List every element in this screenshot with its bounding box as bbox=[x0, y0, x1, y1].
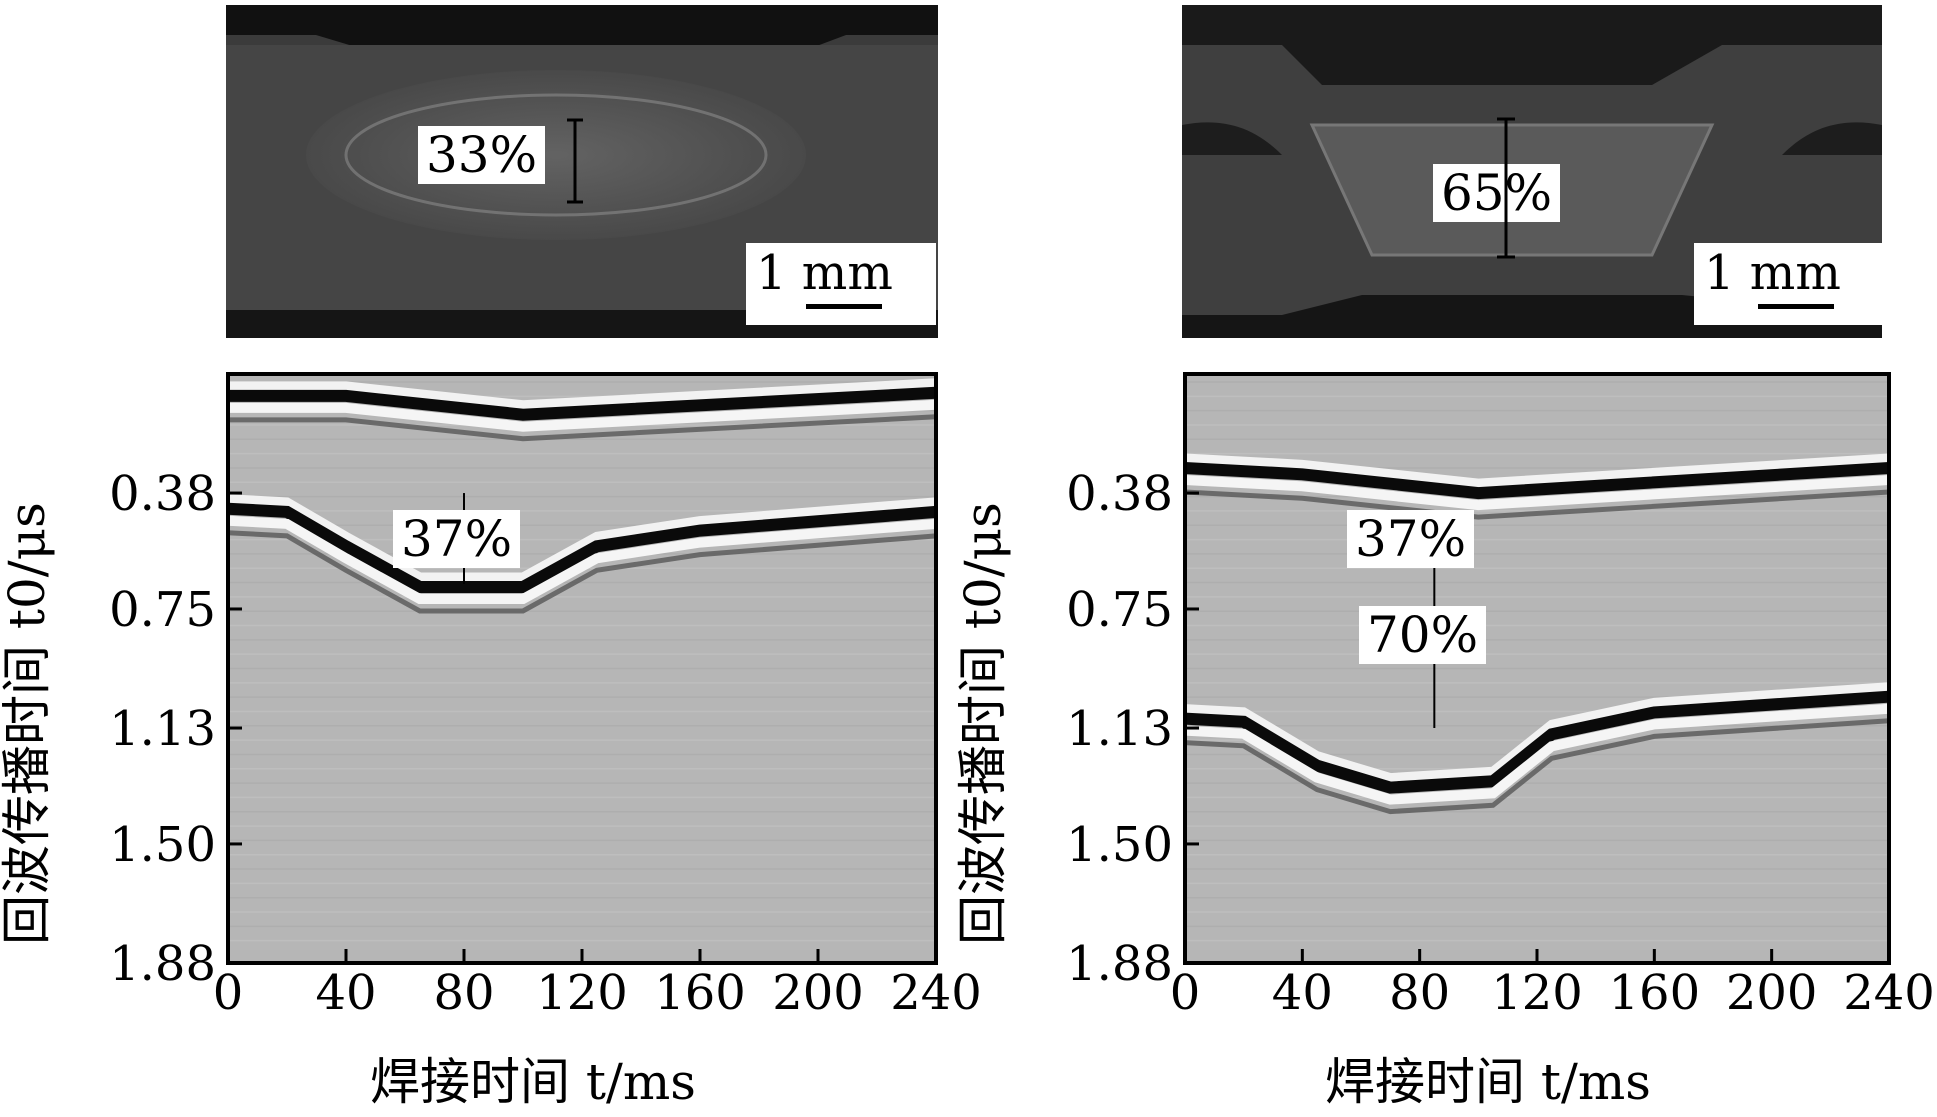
chart-left-xtick-label: 40 bbox=[315, 965, 376, 1021]
chart-left-frame bbox=[226, 372, 938, 965]
chart-left-xtick-label: 240 bbox=[890, 965, 982, 1021]
chart-right-xtick-label: 80 bbox=[1389, 965, 1450, 1021]
chart-right-xtick-label: 240 bbox=[1843, 965, 1935, 1021]
weld-photo-right-range-marker bbox=[1497, 117, 1515, 259]
chart-right-xlabel: 焊接时间 t/ms bbox=[1325, 1053, 1651, 1111]
weld-photo-left-percent: 33% bbox=[418, 126, 546, 184]
chart-right-xtick-label: 40 bbox=[1272, 965, 1333, 1021]
chart-right-annotation-37: 37% bbox=[1347, 510, 1475, 568]
chart-left-ytick-label: 1.88 bbox=[109, 936, 216, 992]
chart-left-top-interface-dark2 bbox=[228, 414, 937, 442]
chart-right-xtick-label: 200 bbox=[1726, 965, 1818, 1021]
chart-right-ytick-label: 0.75 bbox=[1066, 582, 1173, 638]
chart-right-bottom-interface-light2 bbox=[1184, 703, 1890, 805]
chart-left-ylabel: 回波传播时间 t0/μs bbox=[0, 502, 56, 945]
chart-left-annotation-37: 37% bbox=[393, 510, 521, 568]
chart-left-bottom-interface-light2 bbox=[227, 515, 937, 604]
chart-left-bottom-interface-dark bbox=[227, 502, 937, 593]
weld-photo-left-range-marker bbox=[567, 118, 583, 204]
chart-left-top-interface-dark bbox=[228, 386, 937, 421]
weld-photo-right-scale-text: 1 mm bbox=[1704, 245, 1841, 301]
chart-right-frame bbox=[1183, 372, 1891, 965]
weld-photo-left bbox=[226, 5, 938, 338]
chart-right-plot-bg bbox=[1185, 374, 1889, 963]
chart-right-ytick-label: 0.38 bbox=[1066, 466, 1173, 522]
chart-left-bottom-interface-light bbox=[227, 494, 937, 582]
chart-right-top-interface-dark2 bbox=[1184, 489, 1890, 520]
chart-right-bottom-interface-dark bbox=[1184, 690, 1890, 794]
chart-right-top-interface-dark bbox=[1184, 462, 1890, 500]
chart-right-xtick-label: 0 bbox=[1170, 965, 1201, 1021]
chart-right-bottom-interface-dark2 bbox=[1184, 718, 1890, 815]
chart-right-bottom-interface-light bbox=[1184, 682, 1890, 783]
chart-right-top-interface-light2 bbox=[1184, 475, 1890, 511]
chart-left-bottom-interface-dark2 bbox=[227, 530, 937, 614]
weld-photo-left-image bbox=[226, 5, 938, 338]
chart-left-xtick-label: 200 bbox=[772, 965, 864, 1021]
chart-left-top-interface-light2 bbox=[228, 399, 937, 432]
chart-left-ytick-label: 0.38 bbox=[109, 466, 216, 522]
weld-photo-left-scale-text: 1 mm bbox=[756, 245, 893, 301]
chart-right-ytick-label: 1.13 bbox=[1066, 701, 1173, 757]
chart-right-xtick-label: 160 bbox=[1609, 965, 1701, 1021]
weld-photo-right-scale: 1 mm bbox=[1694, 243, 1884, 325]
chart-right-annotation-70: 70% bbox=[1359, 606, 1487, 664]
weld-photo-right-percent: 65% bbox=[1433, 164, 1561, 222]
chart-right-ylabel: 回波传播时间 t0/μs bbox=[954, 502, 1012, 945]
weld-photo-left-scale: 1 mm bbox=[746, 243, 936, 325]
chart-left-xtick-label: 80 bbox=[433, 965, 494, 1021]
chart-left-ytick-label: 1.13 bbox=[109, 701, 216, 757]
chart-left-xtick-label: 0 bbox=[213, 965, 244, 1021]
chart-right-xtick-label: 120 bbox=[1491, 965, 1583, 1021]
chart-left-top-interface-light bbox=[228, 378, 937, 410]
chart-left-xtick-label: 120 bbox=[536, 965, 628, 1021]
chart-right-top-interface-light bbox=[1184, 453, 1890, 488]
chart-left-plot-bg bbox=[228, 374, 936, 963]
chart-left-xlabel: 焊接时间 t/ms bbox=[370, 1053, 696, 1111]
chart-left-xtick-label: 160 bbox=[654, 965, 746, 1021]
chart-left-ytick-label: 1.50 bbox=[109, 817, 216, 873]
weld-photo-right-scalebar bbox=[1758, 304, 1834, 309]
chart-left-ytick-label: 0.75 bbox=[109, 582, 216, 638]
chart-right-ytick-label: 1.50 bbox=[1066, 817, 1173, 873]
chart-right-ytick-label: 1.88 bbox=[1066, 936, 1173, 992]
weld-photo-left-scalebar bbox=[806, 304, 882, 309]
